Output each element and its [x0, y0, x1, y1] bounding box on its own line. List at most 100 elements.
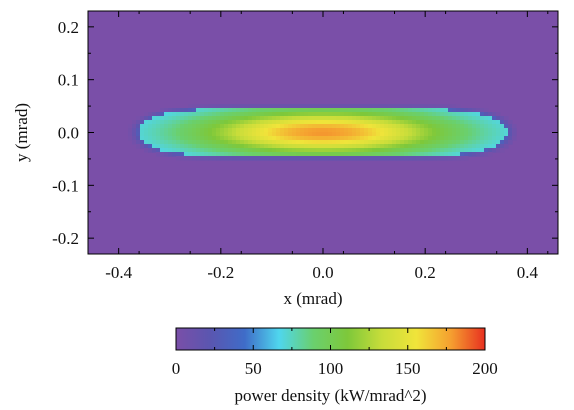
- heatmap-cell: [456, 148, 461, 153]
- heatmap-cell: [136, 136, 141, 141]
- heatmap-cell: [152, 148, 157, 153]
- heatmap-cell: [476, 140, 481, 145]
- heatmap-cell: [200, 112, 205, 117]
- heatmap-cell: [356, 144, 361, 149]
- heatmap-cell: [356, 152, 361, 157]
- heatmap-cell: [160, 128, 165, 133]
- heatmap-cell: [172, 132, 177, 137]
- heatmap-cell: [340, 116, 345, 121]
- heatmap-cell: [284, 136, 289, 141]
- heatmap-cell: [456, 140, 461, 145]
- heatmap-cell: [132, 136, 137, 141]
- heatmap-cell: [268, 152, 273, 157]
- heatmap-cell: [304, 140, 309, 145]
- heatmap-cell: [464, 148, 469, 153]
- heatmap-cell: [204, 128, 209, 133]
- heatmap-cell: [484, 108, 489, 113]
- heatmap-cell: [212, 148, 217, 153]
- y-tick-label: 0.1: [58, 71, 79, 90]
- heatmap-cell: [220, 120, 225, 125]
- heatmap-cell: [384, 156, 389, 161]
- heatmap-cell: [284, 124, 289, 129]
- heatmap-cell: [148, 128, 153, 133]
- heatmap-cell: [228, 128, 233, 133]
- heatmap-cell: [344, 104, 349, 109]
- heatmap-cell: [404, 132, 409, 137]
- heatmap-cell: [356, 124, 361, 129]
- heatmap-cell: [340, 128, 345, 133]
- heatmap-cell: [208, 116, 213, 121]
- heatmap-cell: [212, 136, 217, 141]
- heatmap-cell: [384, 136, 389, 141]
- heatmap-cell: [284, 104, 289, 109]
- heatmap-cell: [424, 104, 429, 109]
- heatmap-cell: [180, 124, 185, 129]
- heatmap-cell: [336, 136, 341, 141]
- heatmap-cell: [280, 104, 285, 109]
- heatmap-cell: [236, 120, 241, 125]
- heatmap-cell: [408, 112, 413, 117]
- heatmap-cell: [284, 116, 289, 121]
- heatmap-cell: [364, 108, 369, 113]
- heatmap-cell: [192, 132, 197, 137]
- heatmap-cell: [252, 136, 257, 141]
- heatmap-cell: [508, 140, 513, 145]
- heatmap-cell: [428, 152, 433, 157]
- heatmap-cell: [452, 124, 457, 129]
- heatmap-cell: [308, 116, 313, 121]
- heatmap-cell: [484, 124, 489, 129]
- heatmap-cell: [264, 124, 269, 129]
- heatmap-cell: [360, 144, 365, 149]
- heatmap-cell: [276, 108, 281, 113]
- heatmap-cell: [252, 156, 257, 161]
- heatmap-cell: [448, 124, 453, 129]
- heatmap-cell: [348, 108, 353, 113]
- heatmap-cell: [452, 148, 457, 153]
- heatmap-cell: [180, 156, 185, 161]
- heatmap-cell: [376, 132, 381, 137]
- heatmap-cell: [136, 128, 141, 133]
- heatmap-cell: [484, 128, 489, 133]
- heatmap-cell: [256, 156, 261, 161]
- heatmap-cell: [452, 104, 457, 109]
- heatmap-cell: [448, 140, 453, 145]
- heatmap-cell: [496, 148, 501, 153]
- heatmap-cell: [388, 116, 393, 121]
- heatmap-cell: [196, 156, 201, 161]
- heatmap-cell: [192, 156, 197, 161]
- heatmap-cell: [404, 112, 409, 117]
- heatmap-cell: [332, 152, 337, 157]
- heatmap-cell: [224, 116, 229, 121]
- heatmap-cell: [376, 124, 381, 129]
- heatmap-cell: [408, 136, 413, 141]
- heatmap-cell: [444, 152, 449, 157]
- heatmap-cell: [252, 124, 257, 129]
- heatmap-cell: [148, 132, 153, 137]
- heatmap-cell: [300, 140, 305, 145]
- heatmap-cell: [332, 108, 337, 113]
- heatmap-cell: [268, 116, 273, 121]
- heatmap-cell: [272, 156, 277, 161]
- heatmap-cell: [440, 144, 445, 149]
- heatmap-cell: [504, 128, 509, 133]
- heatmap-cell: [240, 120, 245, 125]
- heatmap-cell: [200, 116, 205, 121]
- heatmap-cell: [236, 108, 241, 113]
- heatmap-cell: [308, 136, 313, 141]
- heatmap-cell: [440, 140, 445, 145]
- heatmap-cell: [192, 124, 197, 129]
- heatmap-cell: [172, 120, 177, 125]
- heatmap-cell: [316, 152, 321, 157]
- heatmap-cell: [136, 140, 141, 145]
- heatmap-cell: [392, 112, 397, 117]
- heatmap-cell: [432, 104, 437, 109]
- heatmap-cell: [412, 156, 417, 161]
- heatmap-cell: [428, 104, 433, 109]
- heatmap-cell: [448, 156, 453, 161]
- heatmap-cell: [380, 140, 385, 145]
- heatmap-cell: [172, 152, 177, 157]
- colorbar-tick-label: 150: [395, 359, 421, 378]
- heatmap-cell: [308, 108, 313, 113]
- heatmap-cell: [292, 140, 297, 145]
- heatmap-cell: [456, 124, 461, 129]
